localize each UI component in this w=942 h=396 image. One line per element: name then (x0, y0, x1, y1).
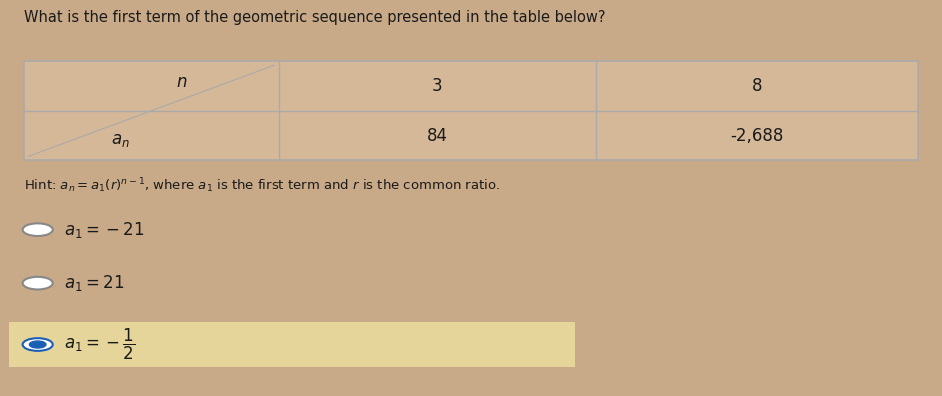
Text: $a_1 = -21$: $a_1 = -21$ (64, 220, 145, 240)
Circle shape (23, 338, 53, 351)
Text: Hint: $a_n = a_1(r)^{n-1}$, where $a_1$ is the first term and $r$ is the common : Hint: $a_n = a_1(r)^{n-1}$, where $a_1$ … (24, 176, 499, 195)
Text: 84: 84 (427, 127, 448, 145)
Circle shape (23, 277, 53, 289)
Text: $a_1 = 21$: $a_1 = 21$ (64, 273, 124, 293)
Text: -2,688: -2,688 (731, 127, 784, 145)
Circle shape (23, 223, 53, 236)
FancyBboxPatch shape (9, 322, 575, 367)
Text: 3: 3 (432, 77, 443, 95)
Text: $a_n$: $a_n$ (111, 131, 130, 148)
Text: $n$: $n$ (176, 73, 187, 91)
FancyBboxPatch shape (24, 61, 918, 160)
Text: $a_1 = -\dfrac{1}{2}$: $a_1 = -\dfrac{1}{2}$ (64, 327, 136, 362)
Text: 8: 8 (752, 77, 763, 95)
Text: What is the first term of the geometric sequence presented in the table below?: What is the first term of the geometric … (24, 10, 605, 25)
Circle shape (29, 341, 46, 348)
